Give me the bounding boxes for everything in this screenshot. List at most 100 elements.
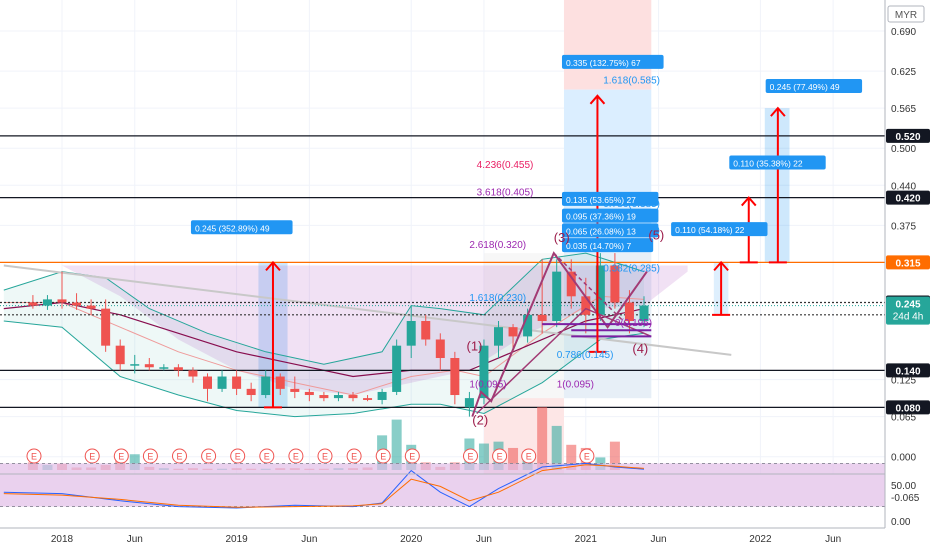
earnings-marker-letter: E: [409, 452, 415, 462]
fib-level-label: 0(0.195): [615, 318, 652, 329]
currency-badge-label: MYR: [895, 10, 917, 21]
time-tick-label: 2020: [400, 534, 423, 545]
candle-body: [188, 370, 198, 377]
stochastic-tick-label: 0.00: [891, 517, 911, 528]
volume-bar: [566, 444, 577, 470]
currency-badge[interactable]: [887, 5, 925, 23]
measure-label-text: 0.095 (37.36%) 19: [566, 212, 636, 222]
candle-body: [203, 376, 212, 389]
elliott-wave-label: (3): [554, 230, 570, 245]
price-tick-label: 0.125: [891, 376, 916, 387]
earnings-marker-icon: [26, 448, 42, 464]
candle-body: [624, 302, 634, 321]
candle-body: [406, 320, 416, 346]
level-price-tag: [886, 190, 930, 205]
candle-body: [552, 271, 562, 321]
earnings-marker-icon: [579, 448, 595, 464]
earnings-marker-letter: E: [584, 452, 590, 462]
stochastic-d-line: [3, 464, 645, 508]
current-price-tag: [886, 296, 930, 325]
candle-body: [494, 327, 503, 346]
earnings-marker-letter: E: [176, 452, 182, 462]
price-tick-label: 0.565: [891, 104, 916, 115]
measure-label-text: 0.065 (26.08%) 13: [566, 226, 636, 236]
elliott-channel-line: [476, 307, 652, 415]
fib-level-label: 3.618(0.405): [477, 188, 534, 199]
candle-body: [450, 358, 460, 396]
measure-label-box: [765, 78, 863, 93]
measure-label-text: 0.110 (54.18%) 22: [675, 225, 745, 235]
time-tick-label: Jun: [301, 534, 317, 545]
measure-arrow-small-head: [713, 260, 729, 272]
earnings-marker-letter: E: [31, 452, 37, 462]
candle-body: [246, 388, 256, 396]
current-price-countdown: 24d 4h: [893, 312, 924, 323]
candle-body: [173, 367, 183, 371]
stochastic-k-line: [3, 462, 645, 509]
earnings-marker-letter: E: [322, 452, 328, 462]
measure-arrow-top-head: [770, 106, 786, 117]
candle-body: [28, 302, 38, 306]
candle-body: [595, 265, 605, 315]
measure-label-text: 0.245 (77.49%) 49: [770, 82, 840, 92]
price-tick-label: 0.625: [891, 67, 916, 78]
elliott-wave-label: (4): [632, 341, 648, 356]
measure-label-box: [729, 155, 826, 170]
candle-body: [421, 320, 431, 340]
price-tick-label: 0.500: [891, 144, 916, 155]
fib-level-label: 0.786(0.145): [557, 350, 614, 361]
candle-body: [319, 395, 329, 399]
stochastic-band: [0, 463, 885, 507]
earnings-marker-letter: E: [380, 452, 386, 462]
stochastic-tick-label: 50.00: [891, 481, 916, 492]
volume-bar: [537, 407, 548, 470]
candle-body: [217, 376, 227, 389]
earnings-marker-letter: E: [351, 452, 357, 462]
measure-label-text: 0.035 (14.70%) 7: [566, 241, 631, 251]
candle-body: [159, 367, 169, 369]
candle-body: [101, 308, 111, 346]
time-tick-label: 2018: [51, 534, 74, 545]
price-tick-label: 0.440: [891, 181, 916, 192]
candle-body: [508, 327, 518, 337]
level-price-tag: [886, 128, 930, 143]
measure-arrow-mid-head: [741, 196, 757, 207]
earnings-marker-letter: E: [206, 452, 212, 462]
labels-layer: 1.618(0.585) 4.236(0.455) 3.618(0.405) 0.78…: [190, 54, 863, 484]
measure-label-text: 0.110 (35.38%) 22: [733, 159, 803, 169]
level-price-label: 0.080: [895, 403, 920, 414]
measure-label-box: [190, 220, 293, 235]
volume-bar: [551, 425, 562, 470]
candle-body: [57, 299, 67, 303]
elliott-wave-path: [471, 251, 648, 417]
volume-bar: [508, 447, 519, 470]
bollinger-upper-line: [3, 252, 645, 365]
time-tick-label: Jun: [476, 534, 492, 545]
volume-bar: [478, 443, 489, 470]
time-tick-label: Jun: [127, 534, 143, 545]
drawings-layer: [263, 94, 787, 417]
time-tick-label: 2022: [749, 534, 772, 545]
elliott-wave-label: (5): [648, 228, 664, 243]
candle-body: [639, 305, 649, 321]
bollinger-lower-line: [3, 320, 645, 418]
price-tick-label: 0.065: [891, 413, 916, 424]
level-price-tag: [886, 363, 930, 378]
elliott-wave-label: (1): [466, 339, 482, 354]
candle-body: [537, 314, 547, 321]
earnings-marker-letter: E: [293, 452, 299, 462]
wave-dashed-line: [553, 252, 628, 325]
fib-zone-red-top: [563, 0, 652, 90]
time-tick-label: Jun: [650, 534, 666, 545]
earnings-marker-letter: E: [235, 452, 241, 462]
measure-label-box: [561, 191, 659, 206]
candle-body: [304, 391, 314, 396]
candle-body: [232, 376, 242, 389]
fib-level-label: 1.618(0.585): [603, 75, 660, 86]
earnings-marker-letter: E: [526, 452, 532, 462]
fib-level-label: 2.618(0.320): [469, 240, 526, 251]
level-price-tag: [886, 400, 930, 415]
